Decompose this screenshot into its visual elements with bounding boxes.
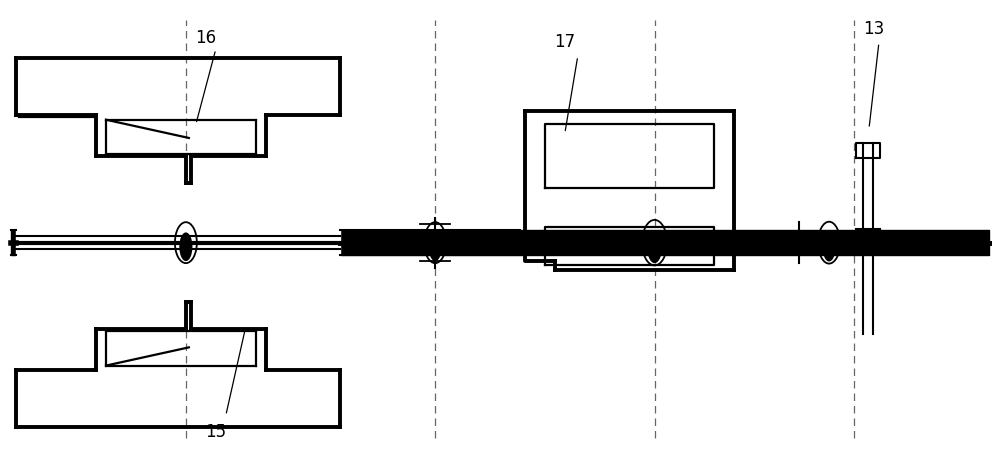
Ellipse shape xyxy=(647,231,662,263)
Text: 15: 15 xyxy=(205,423,226,441)
Ellipse shape xyxy=(429,232,442,261)
Ellipse shape xyxy=(179,232,192,261)
Text: 13: 13 xyxy=(863,20,885,38)
Text: 17: 17 xyxy=(554,33,575,51)
Text: 16: 16 xyxy=(195,29,216,47)
Ellipse shape xyxy=(823,232,836,262)
